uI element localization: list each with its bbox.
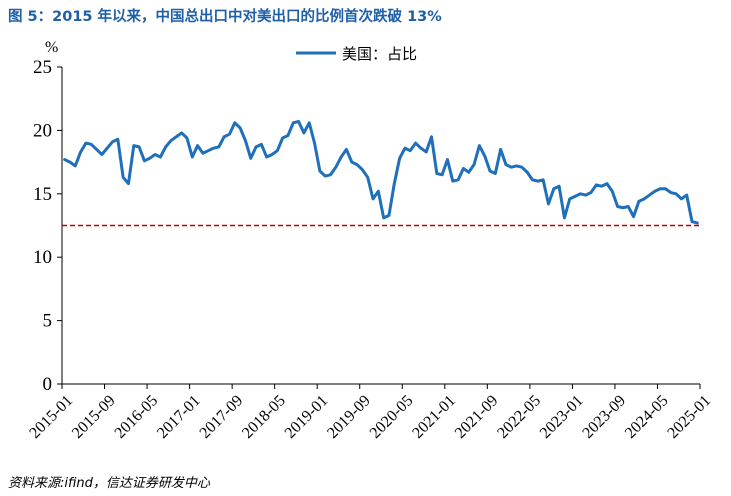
- x-tick-label: 2023-09: [579, 392, 629, 442]
- x-tick-label: 2019-09: [324, 392, 374, 442]
- x-tick-label: 2020-05: [367, 392, 417, 442]
- x-tick-label: 2021-09: [452, 392, 502, 442]
- x-tick-label: 2025-01: [664, 392, 714, 442]
- x-tick-label: 2024-05: [622, 392, 672, 442]
- series-line: [63, 120, 699, 225]
- x-tick-label: 2015-01: [26, 392, 76, 442]
- y-axis: 0 5 10 15 20 25: [33, 57, 63, 395]
- y-tick-label: 25: [33, 57, 52, 78]
- x-tick-label: 2023-01: [537, 392, 587, 442]
- x-tick-label: 2017-01: [154, 392, 204, 442]
- x-tick-label: 2017-09: [197, 392, 247, 442]
- x-tick-label: 2015-09: [69, 392, 119, 442]
- x-axis: 2015-012015-092016-052017-012017-092018-…: [26, 383, 714, 442]
- legend: 美国：占比: [296, 45, 417, 63]
- series-group: [63, 120, 699, 225]
- y-tick-label: 15: [33, 184, 52, 205]
- y-tick-label: 5: [43, 311, 53, 332]
- chart-title: 图 5：2015 年以来，中国总出口中对美出口的比例首次跌破 13%: [8, 9, 442, 25]
- y-tick-label: 10: [33, 247, 52, 268]
- y-tick-label: 20: [33, 120, 52, 141]
- x-tick-label: 2019-01: [282, 392, 332, 442]
- x-tick-label: 2021-01: [409, 392, 459, 442]
- x-tick-label: 2018-05: [239, 392, 289, 442]
- source-note: 资料来源:ifind，信达证券研发中心: [8, 476, 210, 491]
- x-tick-label: 2016-05: [112, 392, 162, 442]
- legend-label: 美国：占比: [342, 45, 417, 63]
- y-tick-label: 0: [43, 374, 53, 395]
- y-unit-label: %: [45, 39, 58, 56]
- x-tick-label: 2022-05: [494, 392, 544, 442]
